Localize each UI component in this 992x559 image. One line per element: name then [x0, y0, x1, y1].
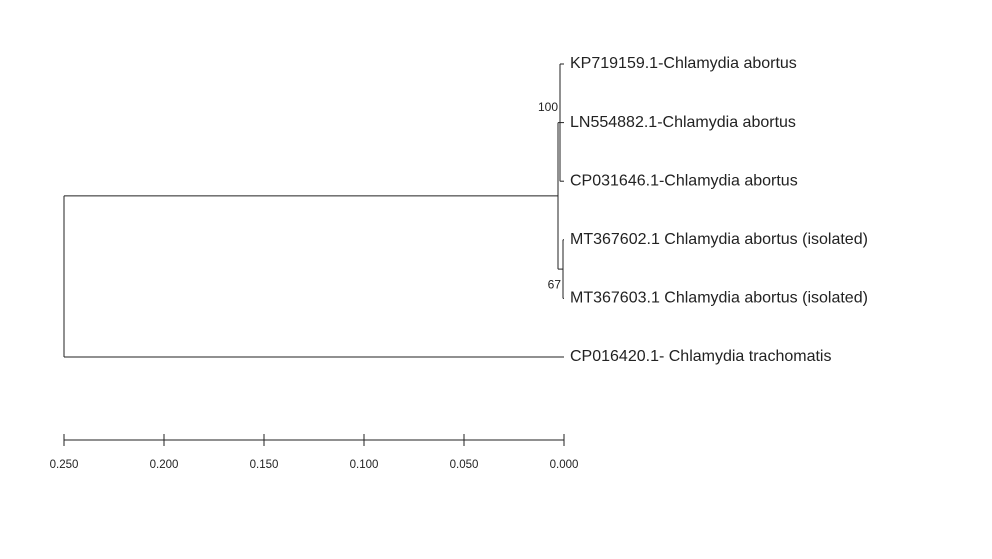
leaf-label: MT367603.1 Chlamydia abortus (isolated)	[570, 290, 868, 307]
leaf-label: LN554882.1-Chlamydia abortus	[570, 114, 796, 131]
scale-tick-label: 0.150	[250, 459, 279, 471]
leaf-label: MT367602.1 Chlamydia abortus (isolated)	[570, 231, 868, 248]
support-value: 67	[548, 277, 562, 291]
scale-tick-label: 0.100	[350, 459, 379, 471]
scale-tick-label: 0.050	[450, 459, 479, 471]
scale-tick-label: 0.250	[50, 459, 79, 471]
scale-tick-label: 0.000	[550, 459, 579, 471]
leaf-label: CP031646.1-Chlamydia abortus	[570, 172, 798, 189]
support-value: 100	[538, 100, 558, 114]
leaf-label: KP719159.1-Chlamydia abortus	[570, 55, 797, 72]
scale-tick-label: 0.200	[150, 459, 179, 471]
leaf-label: CP016420.1- Chlamydia trachomatis	[570, 348, 831, 365]
